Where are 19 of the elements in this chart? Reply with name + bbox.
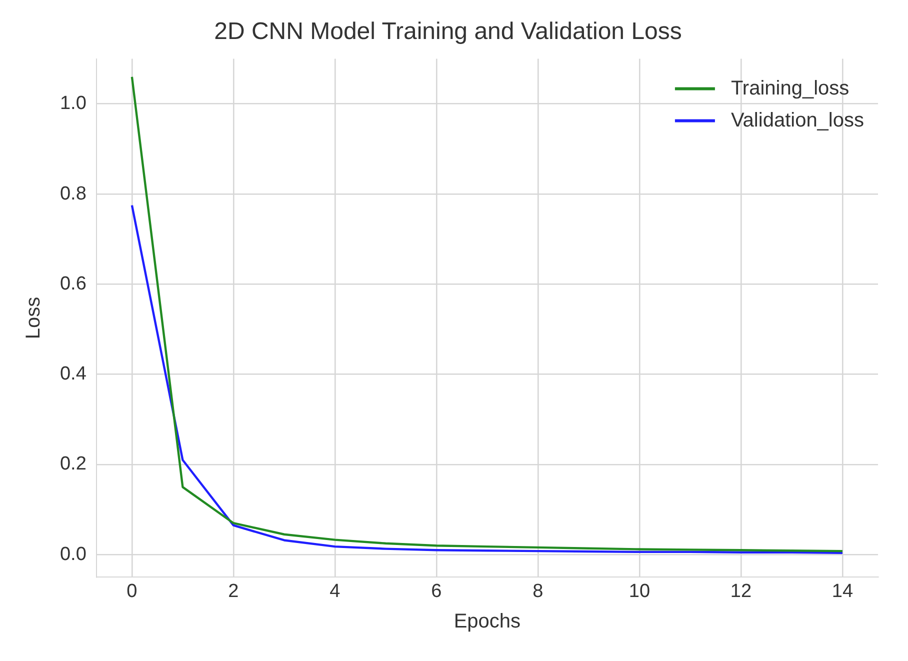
y-tick-label: 0.0 (60, 544, 86, 565)
y-tick-label: 0.8 (60, 183, 86, 204)
x-tick-label: 14 (832, 580, 854, 602)
x-tick-label: 4 (330, 580, 341, 602)
x-tick-label: 8 (532, 580, 544, 602)
y-tick-label: 0.2 (60, 454, 86, 475)
y-axis-title: Loss (22, 296, 45, 340)
x-tick-label: 10 (628, 580, 650, 602)
x-tick-label: 12 (730, 580, 752, 602)
y-tick-label: 0.4 (60, 364, 87, 385)
y-tick-label: 0.6 (60, 273, 86, 294)
x-tick-label: 0 (126, 580, 138, 602)
legend-label: Training_loss (730, 77, 850, 100)
x-axis-title: Epochs (454, 610, 521, 633)
x-tick-label: 6 (431, 580, 442, 602)
x-tick-label: 2 (228, 580, 239, 602)
legend-label: Validation_loss (730, 109, 864, 132)
y-tick-label: 1.0 (60, 93, 86, 114)
chart-title: 2D CNN Model Training and Validation Loss (214, 18, 682, 46)
